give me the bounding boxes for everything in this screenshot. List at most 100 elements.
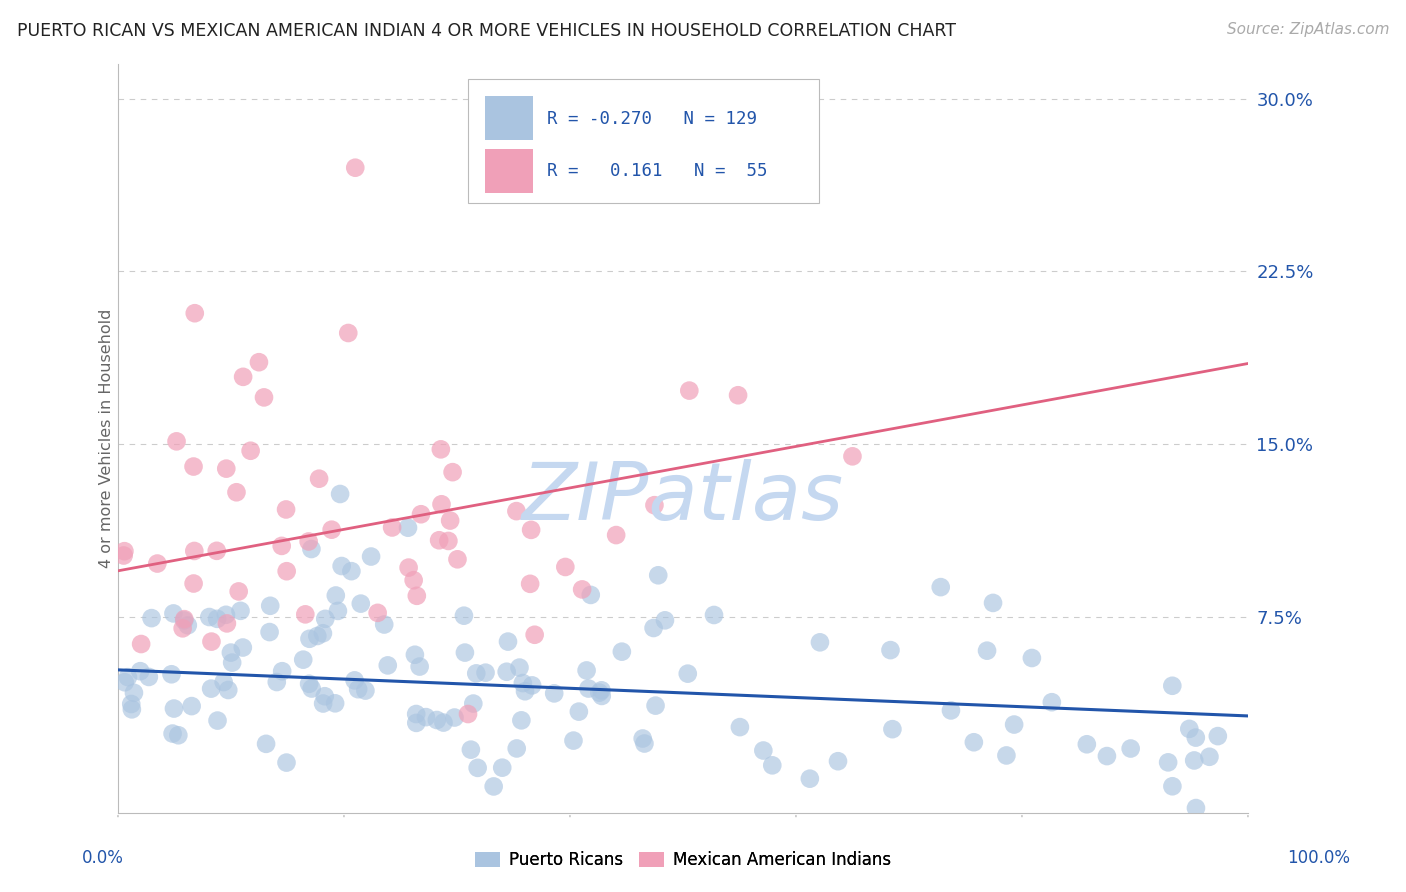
Point [398, 560, 420, 574]
Point [610, 645, 633, 659]
Point [381, 520, 404, 534]
Point [1076, 737, 1098, 751]
Point [467, 761, 489, 775]
Point [441, 465, 464, 479]
FancyBboxPatch shape [485, 149, 533, 193]
Point [543, 686, 565, 700]
Point [643, 498, 665, 512]
Point [232, 640, 254, 655]
Point [437, 533, 460, 548]
Point [129, 664, 152, 678]
Point [1182, 754, 1205, 768]
Point [112, 544, 135, 558]
Point [808, 635, 831, 649]
Point [225, 485, 247, 500]
Point [460, 742, 482, 756]
Point [443, 710, 465, 724]
Point [330, 559, 353, 574]
Point [404, 648, 426, 662]
Point [510, 714, 533, 728]
Point [496, 634, 519, 648]
Point [326, 604, 349, 618]
Point [1021, 651, 1043, 665]
Point [207, 714, 229, 728]
Point [491, 761, 513, 775]
Point [578, 681, 600, 696]
Point [505, 504, 527, 518]
Point [427, 533, 450, 548]
Point [173, 614, 195, 628]
Point [253, 391, 276, 405]
Point [271, 664, 294, 678]
FancyBboxPatch shape [485, 96, 533, 140]
Point [554, 560, 576, 574]
Point [312, 697, 335, 711]
Point [405, 706, 427, 721]
Point [321, 523, 343, 537]
Point [405, 589, 427, 603]
Point [1161, 679, 1184, 693]
Point [482, 780, 505, 794]
Point [217, 683, 239, 698]
Point [882, 722, 904, 736]
Point [298, 534, 321, 549]
Point [520, 678, 543, 692]
Point [298, 632, 321, 646]
Point [254, 737, 277, 751]
Point [879, 643, 901, 657]
Text: R = -0.270   N = 129: R = -0.270 N = 129 [547, 110, 758, 128]
Point [373, 617, 395, 632]
Point [146, 557, 169, 571]
Point [232, 369, 254, 384]
Point [344, 161, 367, 175]
Point [221, 656, 243, 670]
Point [160, 667, 183, 681]
Point [337, 326, 360, 340]
Point [212, 675, 235, 690]
Point [571, 582, 593, 597]
Point [643, 621, 665, 635]
Point [523, 628, 546, 642]
Point [301, 681, 323, 696]
Text: 0.0%: 0.0% [82, 849, 124, 867]
Point [1206, 729, 1229, 743]
Point [1040, 695, 1063, 709]
Point [367, 606, 389, 620]
Point [963, 735, 986, 749]
Point [276, 564, 298, 578]
Point [167, 728, 190, 742]
Point [177, 618, 200, 632]
Point [647, 568, 669, 582]
Point [239, 443, 262, 458]
Point [591, 689, 613, 703]
Point [173, 612, 195, 626]
Point [299, 541, 322, 556]
Point [292, 653, 315, 667]
Point [405, 715, 427, 730]
Point [633, 737, 655, 751]
Point [200, 634, 222, 648]
Point [1161, 779, 1184, 793]
Point [454, 646, 477, 660]
Point [117, 670, 139, 684]
Point [354, 683, 377, 698]
Point [350, 597, 373, 611]
Point [162, 726, 184, 740]
Point [347, 682, 370, 697]
Point [568, 705, 591, 719]
Point [1198, 749, 1220, 764]
Point [377, 658, 399, 673]
Point [508, 660, 530, 674]
Point [654, 613, 676, 627]
Point [1157, 756, 1180, 770]
Point [228, 584, 250, 599]
Point [312, 626, 335, 640]
Point [519, 577, 541, 591]
Legend: Puerto Ricans, Mexican American Indians: Puerto Ricans, Mexican American Indians [468, 844, 897, 875]
Point [183, 544, 205, 558]
Point [703, 607, 725, 622]
Text: ZIPatlas: ZIPatlas [522, 459, 844, 537]
Point [976, 643, 998, 657]
Point [325, 589, 347, 603]
Point [415, 710, 437, 724]
